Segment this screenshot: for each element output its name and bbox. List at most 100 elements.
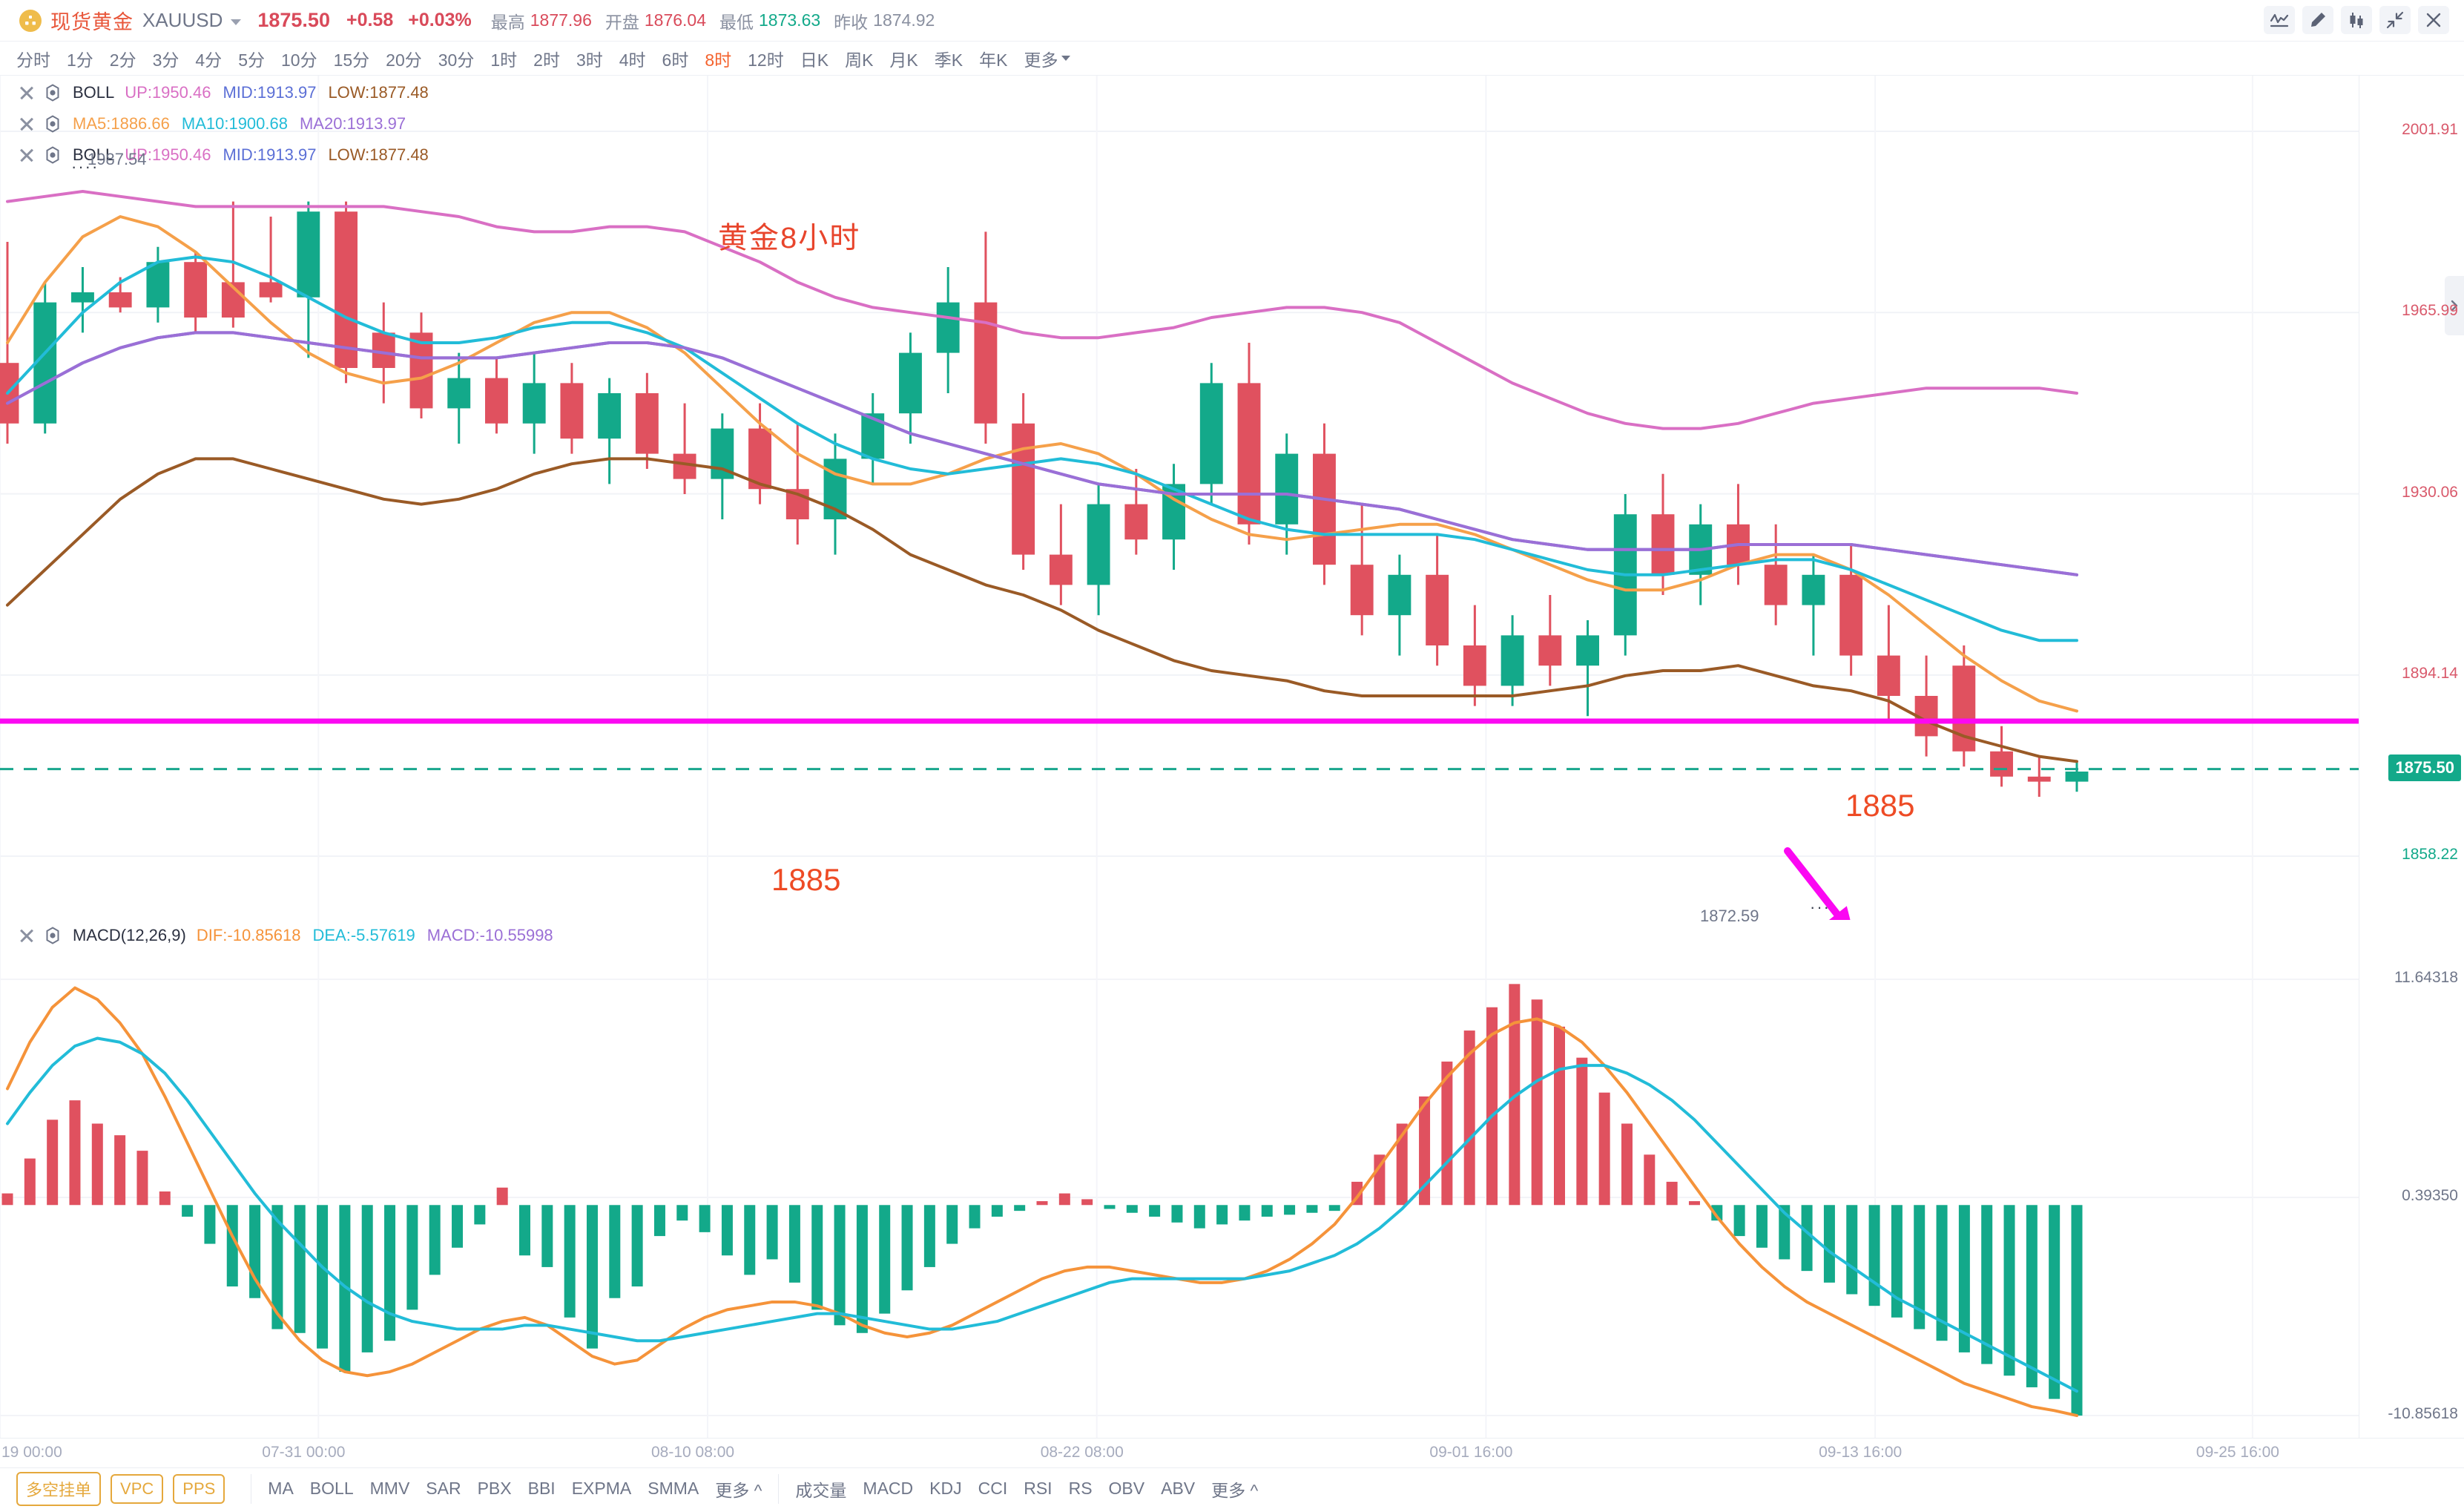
- macd-dea-value: DEA:-5.57619: [312, 926, 415, 944]
- timeframe-1时[interactable]: 1时: [490, 50, 518, 70]
- timeframe-12时[interactable]: 12时: [748, 50, 784, 70]
- ma5-value: MA5:1886.66: [73, 114, 170, 133]
- timeframe-5分[interactable]: 5分: [238, 50, 265, 70]
- header-toolbar: [2264, 6, 2449, 34]
- timeframe-10分[interactable]: 10分: [280, 50, 317, 70]
- sub-indicator-成交量[interactable]: 成交量: [795, 1480, 847, 1500]
- timeframe-bar: 分时 1分 2分 3分 4分 5分 10分 15分 20分 30分 1时 2时 3时 4时 6时 8时 12时日…: [0, 42, 2464, 76]
- main-indicator-SAR[interactable]: SAR: [426, 1479, 461, 1498]
- gear-icon[interactable]: [43, 114, 62, 134]
- timeframe-1分[interactable]: 1分: [67, 50, 93, 70]
- ma10-value: MA10:1900.68: [181, 114, 288, 133]
- gear-icon[interactable]: [43, 145, 62, 165]
- price-tick-1965.99: 1965.99: [2402, 302, 2458, 320]
- sub-indicator-CCI[interactable]: CCI: [978, 1479, 1008, 1498]
- timeframe-4时[interactable]: 4时: [619, 50, 646, 70]
- symbol-name-cn: 现货黄金: [50, 11, 134, 33]
- current-price-badge: 1875.50: [2388, 754, 2461, 781]
- pill-PPS[interactable]: PPS: [173, 1473, 225, 1504]
- pill-VPC[interactable]: VPC: [111, 1473, 164, 1504]
- boll-mid-value: MID:1913.97: [223, 83, 317, 102]
- gear-icon[interactable]: [43, 926, 62, 945]
- expand-panel-button[interactable]: [2445, 276, 2464, 335]
- chevron-down-icon[interactable]: [231, 19, 242, 25]
- timeframe-4分[interactable]: 4分: [195, 50, 223, 70]
- draw-icon[interactable]: [2302, 6, 2333, 34]
- macd-axis: 11.64318 0.39350 -10.85618: [2359, 920, 2464, 1438]
- sub-indicator-KDJ[interactable]: KDJ: [929, 1479, 962, 1498]
- high-label: 最高: [490, 12, 525, 32]
- timeframe-8时[interactable]: 8时: [705, 50, 732, 70]
- main-indicator-BBI[interactable]: BBI: [527, 1479, 556, 1498]
- remove-indicator-button[interactable]: [18, 927, 36, 944]
- main-indicator-BOLL[interactable]: BOLL: [309, 1479, 354, 1498]
- sub-indicator-RSI[interactable]: RSI: [1024, 1479, 1053, 1498]
- timeframe-6时[interactable]: 6时: [662, 50, 689, 70]
- remove-indicator-button[interactable]: [18, 115, 36, 133]
- time-tick-3: 08-22 08:00: [1040, 1444, 1124, 1461]
- timeframe-2分[interactable]: 2分: [109, 50, 136, 70]
- ma20-value: MA20:1913.97: [299, 114, 406, 133]
- close-icon[interactable]: [2418, 6, 2449, 34]
- remove-indicator-button[interactable]: [18, 146, 36, 164]
- gear-icon[interactable]: [43, 83, 62, 102]
- legend-boll-2: BOLL UP:1950.46 MID:1913.97 LOW:1877.48: [18, 145, 441, 165]
- price-plot-area[interactable]: BOLL UP:1950.46 MID:1913.97 LOW:1877.48 …: [0, 76, 2359, 925]
- price-tick-1930.06: 1930.06: [2402, 483, 2458, 501]
- sub-indicator-RS[interactable]: RS: [1068, 1479, 1093, 1498]
- low-price-marker: 1872.59: [1700, 907, 1759, 925]
- main-indicator-PBX[interactable]: PBX: [477, 1479, 512, 1498]
- price-pane[interactable]: BOLL UP:1950.46 MID:1913.97 LOW:1877.48 …: [0, 76, 2464, 925]
- time-tick-6: 09-25 16:00: [2195, 1444, 2279, 1461]
- sub-indicator-OBV[interactable]: OBV: [1108, 1479, 1145, 1498]
- low-marker-dots: ···: [1810, 898, 1831, 916]
- candlestick-icon[interactable]: [2341, 6, 2372, 34]
- timeframe-3分[interactable]: 3分: [152, 50, 179, 70]
- price-tick-1858.22: 1858.22: [2402, 846, 2458, 864]
- timeframe-2时[interactable]: 2时: [533, 50, 560, 70]
- ohlc-summary: 最高 1877.96 开盘 1876.04 最低 1873.63 昨收 1874…: [491, 8, 949, 33]
- sub-indicator-MACD[interactable]: MACD: [863, 1479, 914, 1498]
- macd-tick-0.39350: 0.39350: [2402, 1187, 2458, 1204]
- timeframe-分时[interactable]: 分时: [16, 50, 50, 70]
- timeframe-年K[interactable]: 年K: [979, 50, 1008, 70]
- time-tick-5: 09-13 16:00: [1819, 1444, 1903, 1461]
- boll-up-value: UP:1950.46: [125, 145, 211, 164]
- high-price-marker: 1987.54: [88, 150, 147, 168]
- time-tick-0: 19 00:00: [1, 1444, 62, 1461]
- timeframe-3时[interactable]: 3时: [576, 50, 603, 70]
- timeframe-15分[interactable]: 15分: [333, 50, 370, 70]
- sub-indicator-ABV[interactable]: ABV: [1161, 1479, 1196, 1498]
- main-indicator-SMMA[interactable]: SMMA: [648, 1479, 699, 1498]
- macd-plot-area[interactable]: MACD(12,26,9) DIF:-10.85618 DEA:-5.57619…: [0, 920, 2359, 1438]
- prevclose-value: 1874.92: [873, 10, 935, 30]
- timeframe-more-button[interactable]: 更多: [1024, 46, 1071, 71]
- timeframe-周K[interactable]: 周K: [845, 50, 874, 70]
- boll-low-value: LOW:1877.48: [328, 145, 429, 164]
- boll-low-value: LOW:1877.48: [328, 83, 429, 102]
- collapse-icon[interactable]: [2379, 6, 2411, 34]
- timeframe-月K[interactable]: 月K: [889, 50, 918, 70]
- timeframe-季K[interactable]: 季K: [934, 50, 963, 70]
- timeframe-20分[interactable]: 20分: [386, 50, 422, 70]
- prevclose-label: 昨收: [834, 12, 869, 32]
- indicator-icon[interactable]: [2264, 6, 2295, 34]
- timeframe-日K[interactable]: 日K: [800, 50, 829, 70]
- remove-indicator-button[interactable]: [18, 84, 36, 102]
- time-tick-1: 07-31 00:00: [262, 1444, 346, 1461]
- annotation-title: 黄金8小时: [718, 222, 861, 254]
- main-indicator-more[interactable]: 更多 ^: [715, 1480, 762, 1500]
- sub-indicator-more[interactable]: 更多 ^: [1211, 1480, 1259, 1500]
- macd-pane[interactable]: MACD(12,26,9) DIF:-10.85618 DEA:-5.57619…: [0, 920, 2464, 1438]
- time-tick-2: 08-10 08:00: [651, 1444, 735, 1461]
- price-axis[interactable]: 2001.91 1965.99 1930.06 1894.14 1858.22 1875.…: [2359, 76, 2464, 920]
- open-label: 开盘: [605, 12, 639, 32]
- main-indicator-EXPMA[interactable]: EXPMA: [571, 1479, 632, 1498]
- main-indicator-MA[interactable]: MA: [268, 1479, 294, 1498]
- timeframe-30分[interactable]: 30分: [438, 50, 475, 70]
- pill-多空挂单[interactable]: 多空挂单: [16, 1471, 102, 1506]
- macd-chart-svg: [0, 920, 2359, 1438]
- legend-macd: MACD(12,26,9) DIF:-10.85618 DEA:-5.57619…: [18, 926, 565, 945]
- main-indicator-MMV[interactable]: MMV: [369, 1479, 410, 1498]
